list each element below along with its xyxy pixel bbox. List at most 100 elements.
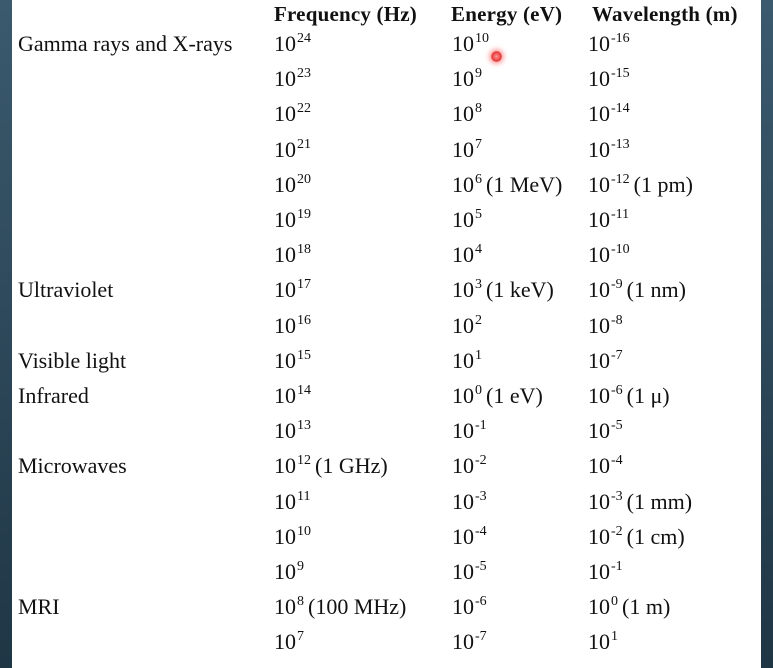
frequency-note: (1 GHz): [315, 453, 388, 479]
wavelength-cell: 10-13: [588, 137, 630, 163]
frequency-base: 10: [274, 312, 296, 338]
frequency-cell: 1019: [274, 207, 311, 233]
energy-exponent: -7: [475, 629, 487, 645]
wavelength-note: (1 cm): [626, 523, 685, 549]
energy-cell: 10-4: [452, 524, 487, 550]
wavelength-exponent: -13: [611, 136, 630, 152]
category-label: Gamma rays and X-rays: [18, 31, 233, 56]
wavelength-base: 10: [588, 171, 610, 197]
wavelength-exponent: -15: [611, 66, 630, 82]
wavelength-base: 10: [588, 101, 610, 127]
wavelength-cell: 10-9 (1 nm): [588, 277, 686, 303]
wavelength-exponent: -3: [611, 488, 623, 504]
table-row: 1018 104 10-10: [12, 242, 761, 276]
energy-exponent: 10: [475, 31, 489, 46]
frequency-exponent: 19: [297, 207, 311, 222]
wavelength-exponent: -10: [611, 242, 630, 258]
energy-cell: 102: [452, 313, 482, 339]
energy-cell: 100 (1 eV): [452, 383, 543, 409]
energy-base: 10: [452, 31, 474, 56]
energy-exponent: 2: [475, 312, 482, 328]
wavelength-cell: 10-4: [588, 453, 623, 479]
energy-base: 10: [452, 418, 474, 444]
energy-cell: 107: [452, 137, 482, 163]
wavelength-base: 10: [588, 66, 610, 92]
frequency-base: 10: [274, 136, 296, 162]
table-row: 1022 108 10-14: [12, 101, 761, 135]
frequency-cell: 1013: [274, 418, 311, 444]
frequency-base: 10: [274, 347, 296, 373]
frequency-exponent: 21: [297, 136, 311, 152]
energy-base: 10: [452, 66, 474, 92]
wavelength-base: 10: [588, 488, 610, 514]
table-row: Visible light 1015 101 10-7: [12, 348, 761, 382]
energy-base: 10: [452, 136, 474, 162]
energy-base: 10: [452, 629, 474, 655]
frequency-cell: 1017: [274, 277, 311, 303]
frequency-cell: 109: [274, 559, 304, 585]
frequency-base: 10: [274, 277, 296, 303]
wavelength-exponent: -12: [611, 171, 630, 187]
wavelength-exponent: 1: [611, 629, 618, 645]
frequency-base: 10: [274, 171, 296, 197]
wavelength-base: 10: [588, 207, 610, 232]
table-row: 1021 107 10-13: [12, 137, 761, 171]
wavelength-exponent: -2: [611, 523, 623, 539]
energy-base: 10: [452, 523, 474, 549]
frequency-cell: 1016: [274, 313, 311, 339]
wavelength-cell: 10-8: [588, 313, 623, 339]
wavelength-base: 10: [588, 629, 610, 655]
table-row: 1020 106 (1 MeV) 10-12 (1 pm): [12, 172, 761, 206]
wavelength-base: 10: [588, 559, 610, 584]
table-row: 1023 109 10-15: [12, 66, 761, 100]
energy-exponent: 4: [475, 242, 482, 258]
energy-exponent: 3: [475, 277, 482, 293]
wavelength-base: 10: [588, 453, 610, 479]
frequency-exponent: 23: [297, 66, 311, 82]
energy-cell: 10-2: [452, 453, 487, 479]
wavelength-cell: 10-16: [588, 31, 630, 57]
spectrum-table: Frequency (Hz) Energy (eV) Wavelength (m…: [12, 0, 761, 668]
energy-cell: 104: [452, 242, 482, 268]
frequency-exponent: 22: [297, 101, 311, 117]
frequency-base: 10: [274, 453, 296, 479]
wavelength-exponent: -8: [611, 312, 623, 328]
table-row: 1010 10-4 10-2 (1 cm): [12, 524, 761, 558]
frequency-exponent: 16: [297, 312, 311, 328]
wavelength-cell: 10-6 (1 μ): [588, 383, 670, 409]
table-row: 107 10-7 101: [12, 629, 761, 663]
wavelength-note: (1 μ): [626, 383, 670, 408]
energy-base: 10: [452, 277, 474, 303]
energy-base: 10: [452, 347, 474, 373]
frequency-exponent: 17: [297, 277, 311, 293]
wavelength-exponent: -4: [611, 453, 623, 469]
wavelength-cell: 10-12 (1 pm): [588, 172, 693, 198]
wavelength-note: (1 m): [622, 594, 671, 620]
energy-base: 10: [452, 242, 474, 268]
energy-base: 10: [452, 453, 474, 479]
energy-cell: 106 (1 MeV): [452, 172, 562, 198]
energy-base: 10: [452, 559, 474, 584]
energy-base: 10: [452, 101, 474, 127]
energy-cell: 109: [452, 66, 482, 92]
frequency-cell: 1024: [274, 31, 311, 57]
energy-note: (1 keV): [486, 277, 554, 303]
energy-exponent: -3: [475, 488, 487, 504]
frequency-cell: 1022: [274, 101, 311, 127]
frequency-exponent: 14: [297, 383, 311, 398]
energy-cell: 10-6: [452, 594, 487, 620]
wavelength-base: 10: [588, 242, 610, 268]
frequency-cell: 1011: [274, 489, 310, 515]
frequency-cell: 107: [274, 629, 304, 655]
energy-exponent: -6: [475, 594, 487, 610]
energy-cell: 10-5: [452, 559, 487, 585]
frequency-cell: 1018: [274, 242, 311, 268]
energy-cell: 101: [452, 348, 482, 374]
wavelength-exponent: -5: [611, 418, 623, 434]
table-row: Microwaves 1012 (1 GHz) 10-2 10-4: [12, 453, 761, 487]
energy-base: 10: [452, 171, 474, 197]
frequency-cell: 1014: [274, 383, 311, 409]
frequency-cell: 108 (100 MHz): [274, 594, 406, 620]
category-label: MRI: [18, 594, 60, 620]
category-label: Microwaves: [18, 453, 127, 479]
